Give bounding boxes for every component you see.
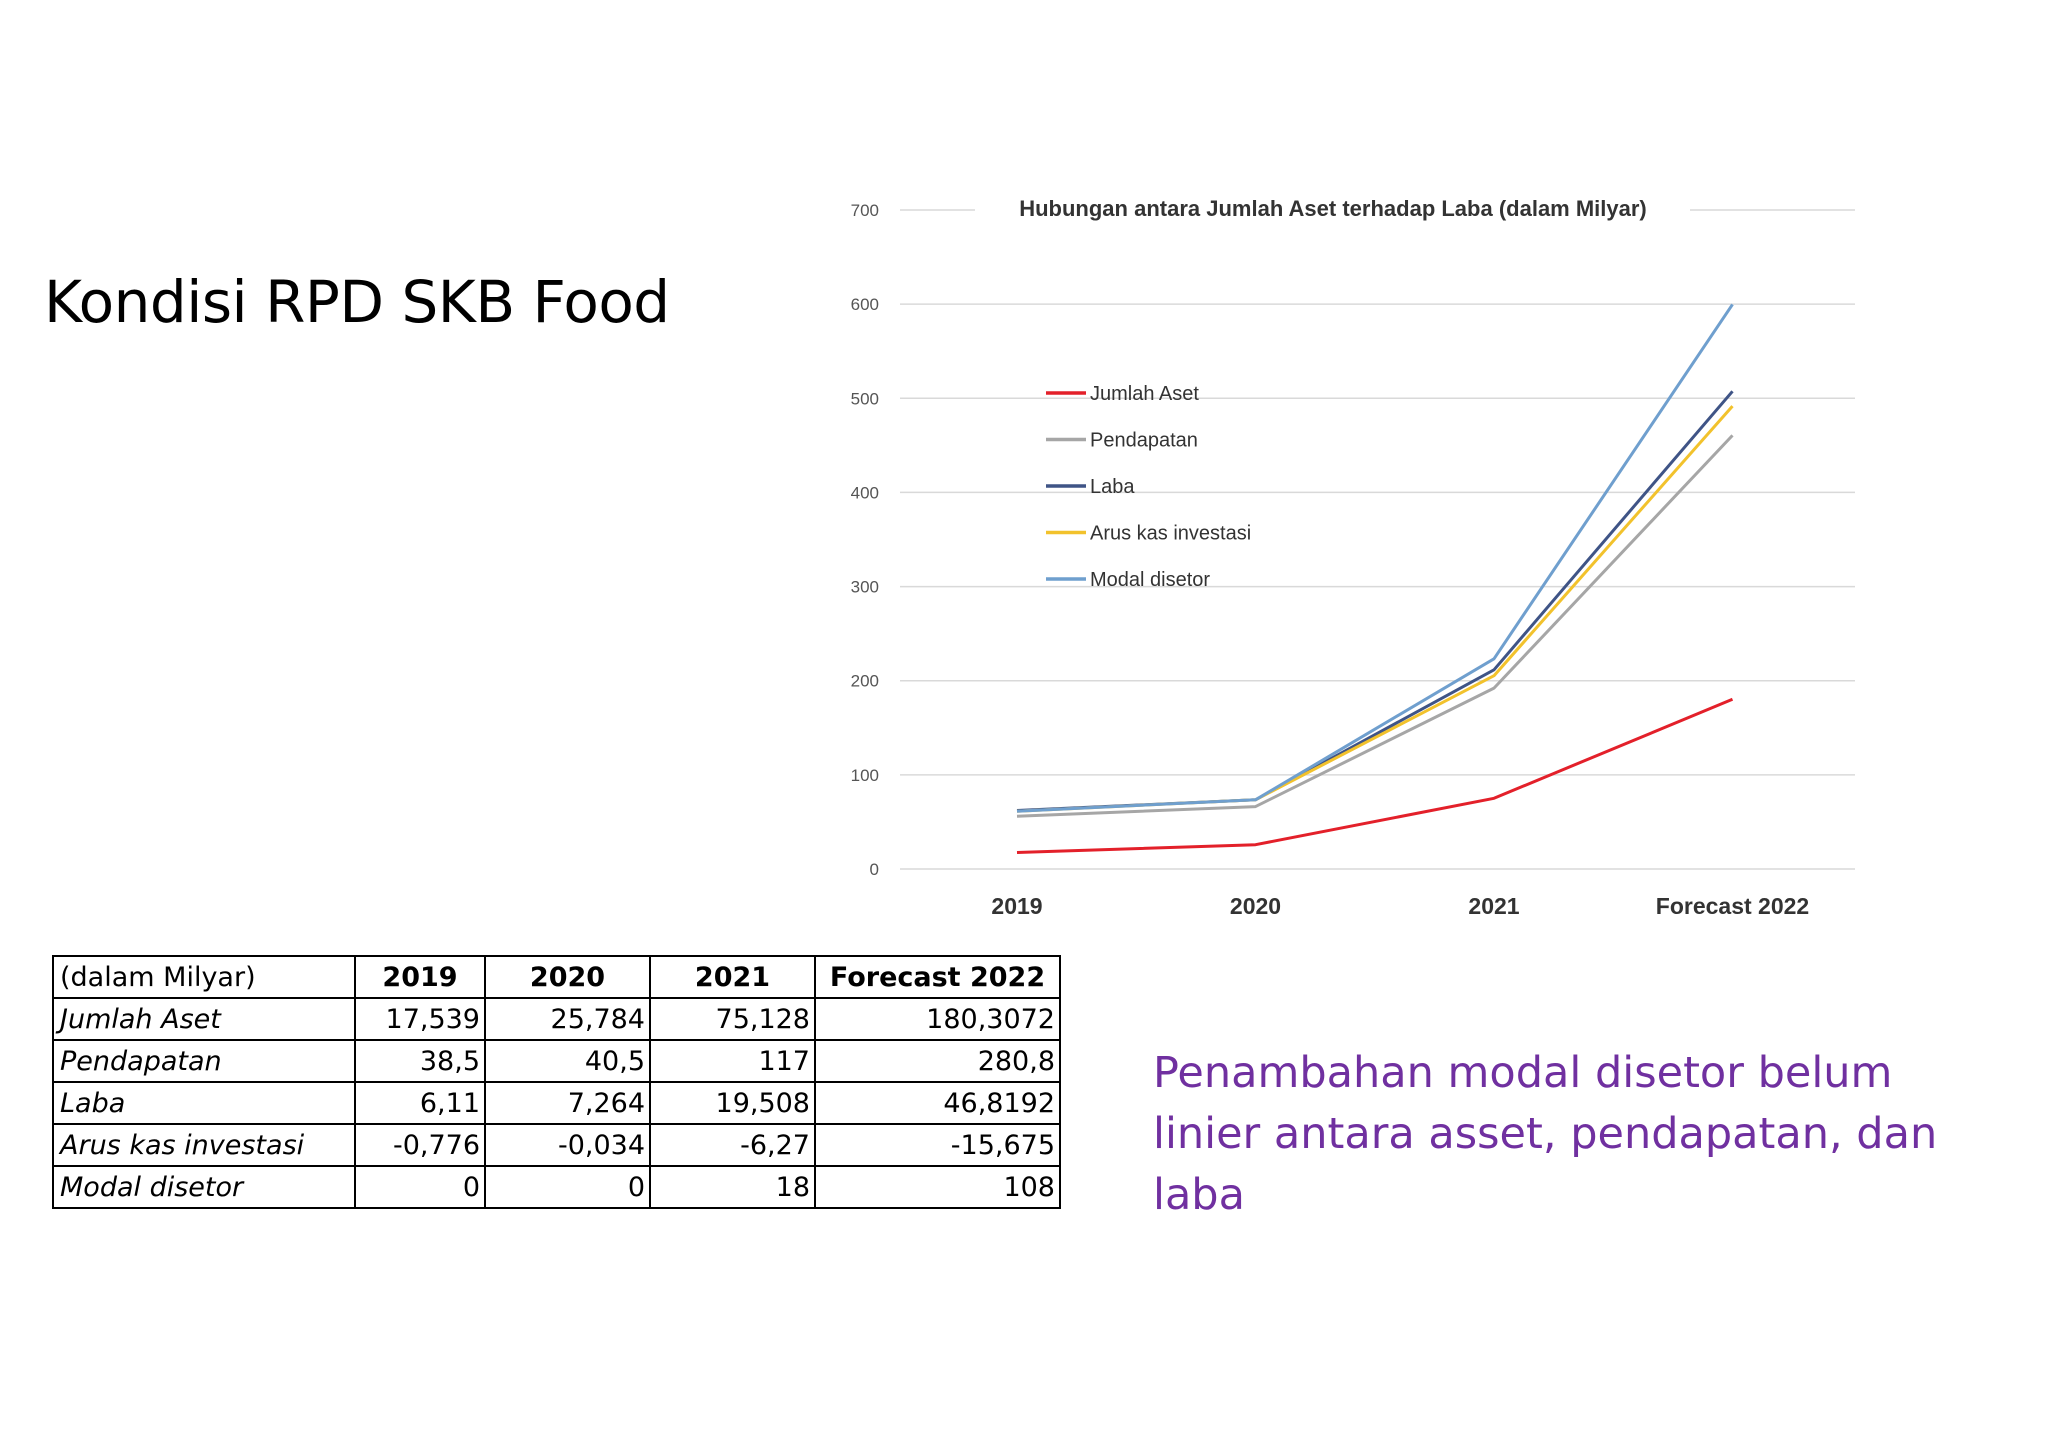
table-row: Arus kas investasi -0,776 -0,034 -6,27 -… xyxy=(52,1123,1061,1167)
table-cell: 75,128 xyxy=(649,997,816,1041)
table-cell: -0,034 xyxy=(484,1123,651,1167)
table-cell: 19,508 xyxy=(649,1081,816,1125)
y-tick-label: 500 xyxy=(851,389,879,408)
y-tick-label: 700 xyxy=(851,201,879,220)
table-header-cell: 2020 xyxy=(484,955,651,999)
series-line xyxy=(1016,697,1734,855)
table-cell: -15,675 xyxy=(814,1123,1061,1167)
series-line xyxy=(1016,405,1734,813)
legend-label: Arus kas investasi xyxy=(1090,523,1251,545)
table-cell: 0 xyxy=(484,1165,651,1209)
chart-series xyxy=(1016,303,1734,855)
table-row-label: Laba xyxy=(52,1081,356,1125)
table-cell: 0 xyxy=(354,1165,486,1209)
chart-title: Hubungan antara Jumlah Aset terhadap Lab… xyxy=(1019,196,1647,221)
table-row-label: Pendapatan xyxy=(52,1039,356,1083)
table-row: Laba 6,11 7,264 19,508 46,8192 xyxy=(52,1081,1061,1125)
legend-label: Modal disetor xyxy=(1090,569,1210,591)
series-line xyxy=(1016,434,1734,818)
chart-gridlines xyxy=(900,209,1855,870)
y-tick-label: 600 xyxy=(851,295,879,314)
table-cell: 18 xyxy=(649,1165,816,1209)
table-row-label: Modal disetor xyxy=(52,1165,356,1209)
x-tick-label: 2020 xyxy=(1230,893,1281,919)
table-cell: 117 xyxy=(649,1039,816,1083)
table-cell: 108 xyxy=(814,1165,1061,1209)
table-header-cell: (dalam Milyar) xyxy=(52,955,356,999)
line-chart: 0 100 200 300 400 500 600 700 2019 2020 2021 Forec… xyxy=(851,196,1855,919)
x-tick-label: Forecast 2022 xyxy=(1656,893,1809,919)
table-cell: 280,8 xyxy=(814,1039,1061,1083)
legend-label: Laba xyxy=(1090,476,1135,498)
slide-title: Kondisi RPD SKB Food xyxy=(44,268,670,336)
y-tick-label: 300 xyxy=(851,578,879,597)
y-tick-label: 400 xyxy=(851,483,879,502)
table-cell: -0,776 xyxy=(354,1123,486,1167)
table-cell: 6,11 xyxy=(354,1081,486,1125)
table-row: Pendapatan 38,5 40,5 117 280,8 xyxy=(52,1039,1061,1083)
series-line xyxy=(1016,303,1734,813)
table-cell: 180,3072 xyxy=(814,997,1061,1041)
chart-legend: Jumlah Aset Pendapatan Laba Arus kas invest… xyxy=(1046,383,1251,591)
y-axis-tick-labels: 0 100 200 300 400 500 600 700 xyxy=(851,201,879,879)
table-cell: 46,8192 xyxy=(814,1081,1061,1125)
table-cell: 25,784 xyxy=(484,997,651,1041)
table-cell: 40,5 xyxy=(484,1039,651,1083)
table-row: Modal disetor 0 0 18 108 xyxy=(52,1165,1061,1209)
y-tick-label: 100 xyxy=(851,766,879,785)
table-header-cell: 2021 xyxy=(649,955,816,999)
legend-label: Pendapatan xyxy=(1090,430,1198,452)
legend-label: Jumlah Aset xyxy=(1090,383,1199,405)
table-cell: 38,5 xyxy=(354,1039,486,1083)
data-table: (dalam Milyar) 2019 2020 2021 Forecast 2… xyxy=(52,955,1061,1209)
table-header-cell: 2019 xyxy=(354,955,486,999)
slide-note: Penambahan modal disetor belum linier an… xyxy=(1153,1048,1938,1220)
y-tick-label: 200 xyxy=(851,672,879,691)
table-row-label: Arus kas investasi xyxy=(52,1123,356,1167)
table-cell: 17,539 xyxy=(354,997,486,1041)
table-header-row: (dalam Milyar) 2019 2020 2021 Forecast 2… xyxy=(52,955,1061,999)
table-row-label: Jumlah Aset xyxy=(52,997,356,1041)
table-row: Jumlah Aset 17,539 25,784 75,128 180,307… xyxy=(52,997,1061,1041)
x-tick-label: 2021 xyxy=(1468,893,1519,919)
table-header-cell: Forecast 2022 xyxy=(814,955,1061,999)
y-tick-label: 0 xyxy=(870,860,879,879)
table-cell: -6,27 xyxy=(649,1123,816,1167)
table-cell: 7,264 xyxy=(484,1081,651,1125)
x-axis-tick-labels: 2019 2020 2021 Forecast 2022 xyxy=(991,893,1809,919)
x-tick-label: 2019 xyxy=(991,893,1042,919)
